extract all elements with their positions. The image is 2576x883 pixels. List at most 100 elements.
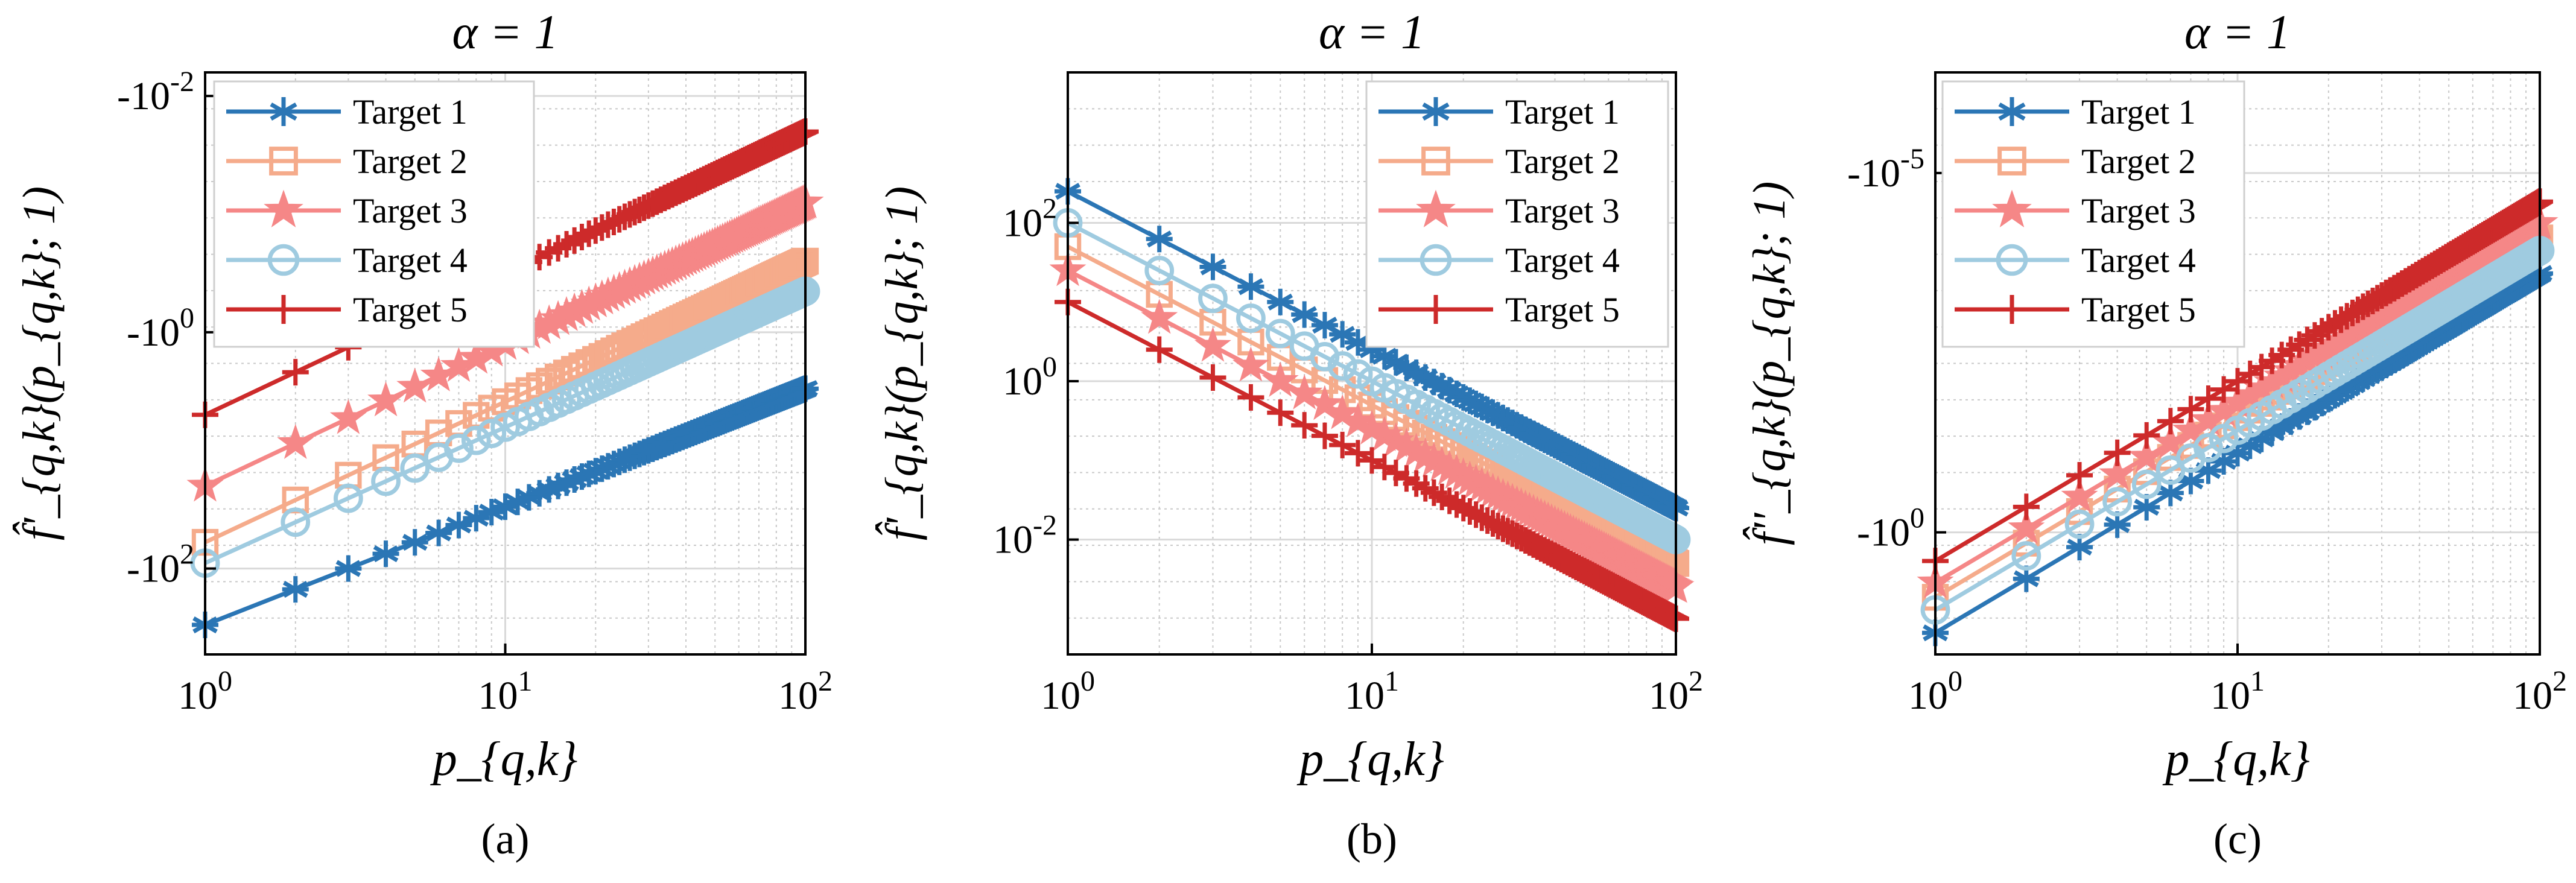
series-target-1 [1922,260,2553,647]
legend-marker [267,244,300,276]
legend-marker [269,147,298,176]
legend-label: Target 1 [2081,92,2196,131]
legend-item: Target 5 [226,290,468,329]
data-point [396,367,434,403]
data-point [1198,283,1228,314]
data-point [2061,477,2098,513]
series-target-3 [186,183,824,502]
data-point [1194,326,1231,362]
legend-marker [1416,189,1456,228]
data-point [1462,501,1489,528]
legend-box [1365,80,1669,348]
series-target-4 [1920,236,2555,625]
series-target-5 [192,118,819,428]
data-point [2177,396,2204,423]
data-point [282,576,309,603]
data-point [2064,509,2095,539]
data-point [1267,288,1294,315]
legend-marker [269,97,298,126]
legend: Target 1 Target 2 Target 3 Target 4 Target 5 [1365,80,1669,348]
series-target-5 [1055,288,1689,632]
data-point [588,214,615,241]
data-point [1267,399,1294,426]
data-point [1261,361,1299,397]
legend-item: Target 5 [1955,290,2196,329]
legend-item: Target 5 [1378,290,1620,329]
data-point [2102,487,2133,517]
data-point [329,399,367,434]
legend-label: Target 5 [1505,290,1620,329]
y-tick-label: 10-2 [993,510,1057,562]
legend-label: Target 3 [2081,191,2196,230]
data-point [1237,384,1264,411]
x-axis: 100 101 102 [1041,644,1703,718]
legend: Target 1 Target 2 Target 3 Target 4 Target 5 [213,80,535,348]
x-tick-label: 100 [1908,665,1962,718]
legend-marker [1997,295,2026,324]
y-tick-label: -10-5 [1847,143,1924,195]
data-point [1344,440,1371,467]
y-tick-label: -100 [1857,502,1924,555]
legend-item: Target 3 [1378,189,1620,230]
data-point [1456,498,1483,525]
data-point [576,220,603,247]
series-target-3 [1049,251,1695,603]
x-tick-label: 102 [2513,665,2567,718]
legend-label: Target 2 [353,142,468,181]
legend-box [213,80,535,348]
data-point [2066,461,2093,489]
legend-label: Target 4 [353,241,468,280]
legend-marker [1992,189,2032,228]
legend-item: Target 1 [1955,92,2196,131]
data-point [1327,351,1357,381]
data-point [2157,408,2184,435]
legend: Target 1 Target 2 Target 3 Target 4 Target 5 [1941,80,2245,348]
x-tick-label: 102 [1649,665,1703,718]
legend-item: Target 3 [226,189,468,230]
data-point [594,211,621,238]
subplot-label: (a) [481,815,530,863]
legend-item: Target 1 [1378,92,1620,131]
y-tick-label: 100 [1003,351,1057,404]
data-point [1306,385,1344,420]
data-point [400,453,430,483]
data-point [1468,504,1496,531]
legend-item: Target 2 [1955,142,2196,181]
y-axis: -10-5 -100 [1847,143,1946,555]
data-point [2210,376,2238,403]
data-point [333,483,363,513]
data-point [1450,495,1477,522]
data-point [420,356,457,391]
legend-label: Target 5 [353,290,468,329]
y-axis: -10-2 -100 -102 [117,66,216,591]
y-axis-label: f̂''_{q,k}(p_{q,k}; 1) [1742,182,1795,546]
data-point [372,540,399,568]
data-point [281,507,311,537]
data-point [1311,422,1338,449]
y-axis: 102 100 10-2 [993,192,1079,562]
legend-marker [264,189,303,228]
data-point [2011,541,2041,571]
data-point [371,466,401,496]
legend-marker [1421,295,1450,324]
chart-panel-c: 100 101 102 -10-5 -100 α = 1 p_{q,k} f̂''_{q,k}… [1742,6,2567,863]
y-tick-label: -10-2 [117,66,194,118]
x-tick-label: 101 [478,665,533,718]
data-point [444,433,474,463]
data-point [1199,253,1226,280]
data-point [277,423,314,460]
legend-label: Target 2 [2081,142,2196,181]
data-point [1371,454,1398,481]
series-target-4 [1053,208,1691,555]
legend-marker [1421,97,1450,126]
x-tick-label: 100 [1041,665,1095,718]
chart-title: α = 1 [1319,6,1425,59]
subplot-label: (b) [1347,815,1397,863]
data-point [1199,364,1226,391]
data-point [1324,394,1361,429]
x-axis-label: p_{q,k} [430,733,578,786]
y-tick-label: 102 [1003,192,1057,245]
legend-label: Target 4 [2081,241,2196,280]
legend-item: Target 1 [226,92,468,131]
